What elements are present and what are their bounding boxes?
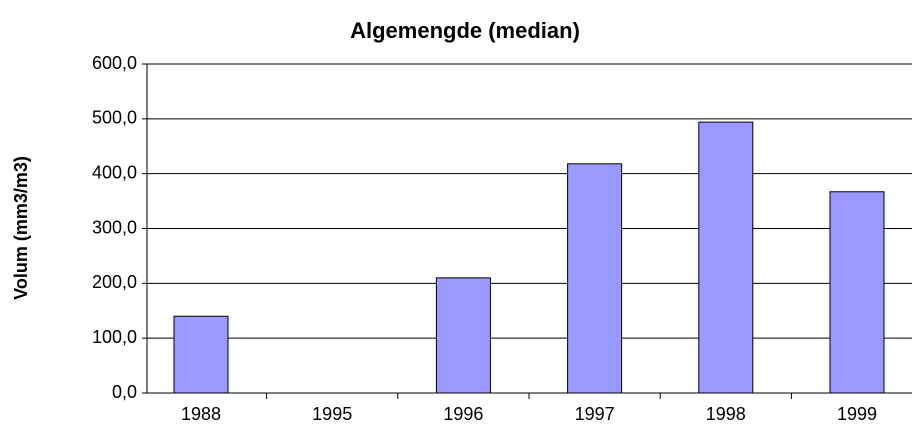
chart-title: Algemengde (median) (350, 18, 580, 43)
y-tick-label: 200,0 (92, 272, 137, 292)
y-tick-label: 400,0 (92, 162, 137, 182)
x-tick-label: 1999 (837, 404, 877, 424)
bar (829, 191, 885, 394)
y-tick-label: 100,0 (92, 327, 137, 347)
y-tick-label: 300,0 (92, 217, 137, 237)
bar (698, 121, 754, 394)
x-tick-label: 1996 (443, 404, 483, 424)
y-tick-label: 0,0 (112, 382, 137, 402)
x-tick-label: 1995 (312, 404, 352, 424)
bar (173, 315, 229, 394)
bar (567, 163, 623, 394)
bar (435, 277, 491, 394)
y-tick-label: 500,0 (92, 108, 137, 128)
x-tick-label: 1998 (706, 404, 746, 424)
x-tick-label: 1988 (181, 404, 221, 424)
x-tick-label: 1997 (575, 404, 615, 424)
y-tick-label: 600,0 (92, 53, 137, 73)
y-axis-label: Volum (mm3/m3) (11, 156, 31, 300)
